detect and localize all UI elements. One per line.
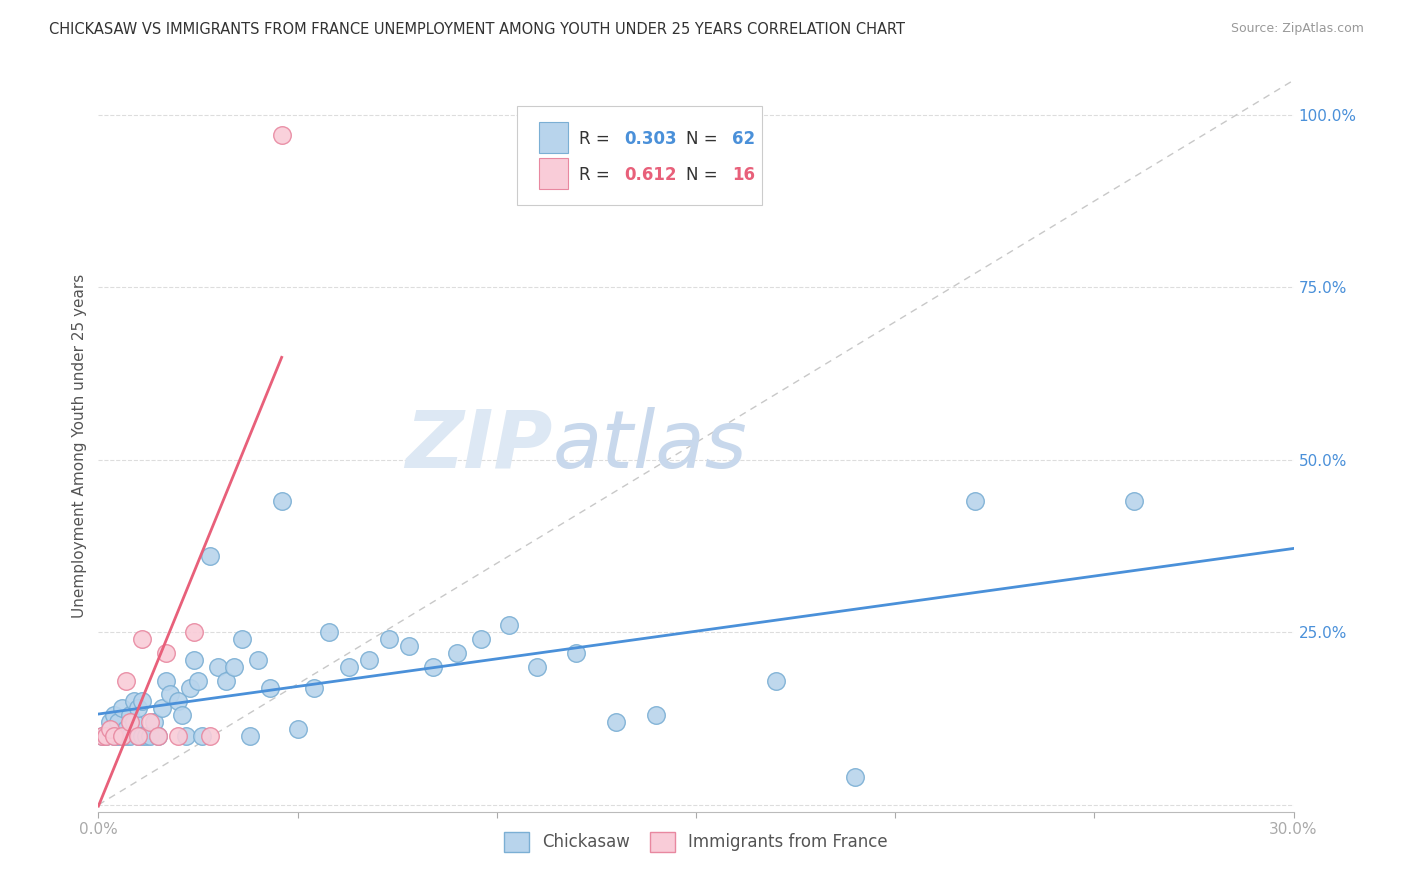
Point — [565, 646, 588, 660]
Point — [605, 714, 627, 729]
Text: R =: R = — [579, 130, 614, 148]
Point — [498, 618, 520, 632]
Point — [198, 729, 221, 743]
Point — [191, 729, 214, 743]
Point — [963, 494, 986, 508]
Text: ZIP: ZIP — [405, 407, 553, 485]
Point — [103, 729, 125, 743]
Point — [172, 708, 194, 723]
Text: atlas: atlas — [553, 407, 748, 485]
FancyBboxPatch shape — [540, 158, 568, 188]
Text: CHICKASAW VS IMMIGRANTS FROM FRANCE UNEMPLOYMENT AMONG YOUTH UNDER 25 YEARS CORR: CHICKASAW VS IMMIGRANTS FROM FRANCE UNEM… — [49, 22, 905, 37]
Point — [124, 694, 146, 708]
Point — [470, 632, 492, 647]
Point — [259, 681, 281, 695]
FancyBboxPatch shape — [517, 106, 762, 204]
Point — [359, 653, 381, 667]
Point — [155, 646, 177, 660]
Point — [103, 708, 125, 723]
Point — [98, 714, 122, 729]
Point — [148, 729, 170, 743]
Text: N =: N = — [686, 167, 723, 185]
Legend: Chickasaw, Immigrants from France: Chickasaw, Immigrants from France — [498, 826, 894, 858]
Point — [115, 729, 138, 743]
Point — [422, 660, 444, 674]
Point — [131, 694, 153, 708]
Point — [207, 660, 229, 674]
Point — [645, 708, 668, 723]
Point — [844, 770, 866, 784]
Point — [270, 494, 292, 508]
Point — [127, 729, 149, 743]
Point — [135, 729, 157, 743]
Point — [127, 729, 149, 743]
Point — [98, 722, 122, 736]
Point — [239, 729, 262, 743]
Point — [167, 694, 190, 708]
Point — [198, 549, 221, 564]
Point — [111, 701, 134, 715]
Point — [120, 708, 142, 723]
Point — [765, 673, 787, 688]
Point — [246, 653, 269, 667]
Point — [1123, 494, 1146, 508]
Point — [526, 660, 548, 674]
Point — [139, 729, 162, 743]
Point — [103, 729, 125, 743]
Point — [179, 681, 201, 695]
Point — [150, 701, 173, 715]
Text: Source: ZipAtlas.com: Source: ZipAtlas.com — [1230, 22, 1364, 36]
FancyBboxPatch shape — [540, 122, 568, 153]
Point — [222, 660, 245, 674]
Point — [124, 714, 146, 729]
Point — [174, 729, 197, 743]
Point — [143, 714, 166, 729]
Point — [107, 729, 129, 743]
Point — [139, 714, 162, 729]
Point — [339, 660, 361, 674]
Point — [96, 729, 118, 743]
Text: 0.612: 0.612 — [624, 167, 676, 185]
Text: N =: N = — [686, 130, 723, 148]
Point — [318, 625, 340, 640]
Text: 62: 62 — [733, 130, 755, 148]
Point — [215, 673, 238, 688]
Point — [98, 722, 122, 736]
Point — [131, 729, 153, 743]
Point — [120, 729, 142, 743]
Point — [148, 729, 170, 743]
Point — [159, 687, 181, 701]
Point — [127, 701, 149, 715]
Text: 0.303: 0.303 — [624, 130, 676, 148]
Point — [270, 128, 292, 143]
Point — [120, 714, 142, 729]
Point — [131, 632, 153, 647]
Point — [115, 722, 138, 736]
Text: R =: R = — [579, 167, 614, 185]
Point — [398, 639, 420, 653]
Y-axis label: Unemployment Among Youth under 25 years: Unemployment Among Youth under 25 years — [72, 274, 87, 618]
Point — [231, 632, 253, 647]
Point — [187, 673, 209, 688]
Point — [91, 729, 114, 743]
Point — [111, 729, 134, 743]
Point — [378, 632, 401, 647]
Point — [115, 673, 138, 688]
Point — [107, 714, 129, 729]
Point — [91, 729, 114, 743]
Point — [183, 653, 205, 667]
Point — [446, 646, 468, 660]
Point — [287, 722, 309, 736]
Point — [183, 625, 205, 640]
Point — [111, 729, 134, 743]
Point — [302, 681, 325, 695]
Point — [155, 673, 177, 688]
Point — [96, 729, 118, 743]
Text: 16: 16 — [733, 167, 755, 185]
Point — [167, 729, 190, 743]
